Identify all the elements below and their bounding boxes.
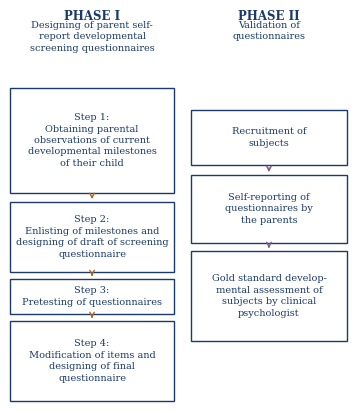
FancyBboxPatch shape <box>10 279 174 314</box>
FancyBboxPatch shape <box>10 88 174 193</box>
Text: Step 4:
Modification of items and
designing of final
questionnaire: Step 4: Modification of items and design… <box>29 339 156 383</box>
FancyBboxPatch shape <box>191 110 347 165</box>
FancyBboxPatch shape <box>191 175 347 243</box>
FancyBboxPatch shape <box>191 251 347 341</box>
Text: Step 1:
Obtaining parental
observations of current
developmental milestones
of t: Step 1: Obtaining parental observations … <box>28 113 156 168</box>
Text: Gold standard develop-
mental assessment of
subjects by clinical
psychologist: Gold standard develop- mental assessment… <box>212 274 326 318</box>
Text: Step 2:
Enlisting of milestones and
designing of draft of screening
questionnair: Step 2: Enlisting of milestones and desi… <box>16 215 168 259</box>
Text: Validation of
questionnaires: Validation of questionnaires <box>232 21 305 41</box>
Text: Step 3:
Pretesting of questionnaires: Step 3: Pretesting of questionnaires <box>22 286 162 307</box>
Text: PHASE II: PHASE II <box>238 10 300 23</box>
FancyBboxPatch shape <box>10 202 174 272</box>
FancyBboxPatch shape <box>10 321 174 401</box>
Text: PHASE I: PHASE I <box>64 10 120 23</box>
Text: Designing of parent self-
report developmental
screening questionnaires: Designing of parent self- report develop… <box>30 21 155 52</box>
Text: Self-reporting of
questionnaires by
the parents: Self-reporting of questionnaires by the … <box>225 193 313 225</box>
Text: Recruitment of
subjects: Recruitment of subjects <box>232 127 306 148</box>
